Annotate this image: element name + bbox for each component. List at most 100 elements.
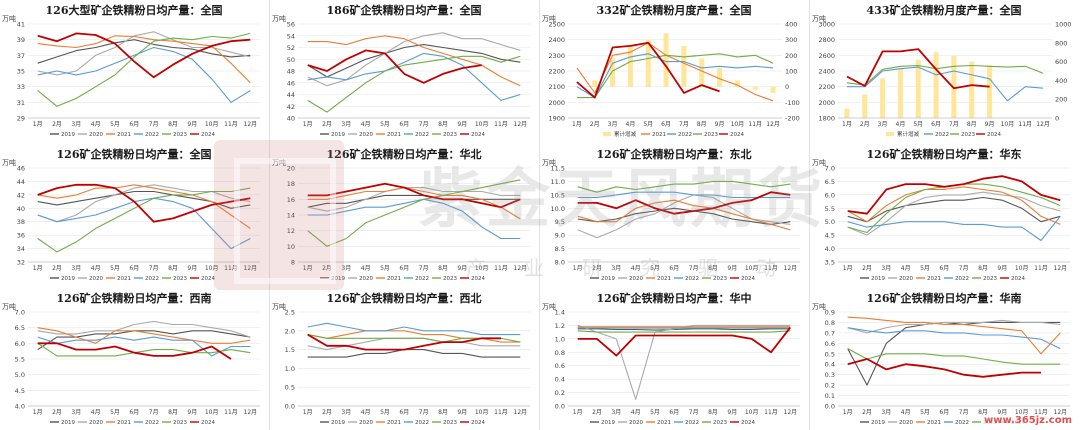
x-tick-label: 7月 <box>419 265 429 272</box>
legend-label: 2020 <box>359 420 373 426</box>
chart-title: 126矿企铁精粉日均产量：华南 <box>866 292 1022 305</box>
y2-tick-label: 100 <box>785 68 797 76</box>
y-tick-label: 0.5 <box>285 384 295 392</box>
x-tick-label: 10月 <box>475 265 489 272</box>
bar <box>592 80 598 87</box>
legend-label: 2022 <box>415 132 429 138</box>
y-tick-label: 38 <box>17 218 25 226</box>
x-tick-label: 4月 <box>626 121 636 128</box>
series-line-2020 <box>847 191 1061 236</box>
legend-label: 2022 <box>145 276 159 282</box>
chart-title: 186矿企铁精粉日均产量：全国 <box>326 4 482 17</box>
legend-label: 2019 <box>61 276 75 282</box>
bar <box>734 80 740 87</box>
x-tick-label: 2月 <box>322 409 332 416</box>
bar <box>681 45 687 87</box>
x-tick-label: 11月 <box>494 121 508 128</box>
legend-label: 2024 <box>201 132 215 138</box>
y-tick-label: 0.0 <box>555 403 565 411</box>
y2-tick-label: 0 <box>1055 115 1059 123</box>
x-tick-label: 12月 <box>1054 265 1068 272</box>
series-line-2023 <box>576 53 774 99</box>
x-tick-label: 4月 <box>631 265 641 272</box>
y-tick-label: 2500 <box>548 21 565 29</box>
legend-label: 2022 <box>415 276 429 282</box>
y-tick-label: 1.4 <box>555 309 565 317</box>
y-tick-label: 0.9 <box>825 309 835 317</box>
y-tick-label: 4.0 <box>15 403 25 411</box>
y-axis-unit: 万吨 <box>542 15 556 23</box>
x-tick-label: 5月 <box>380 265 390 272</box>
x-tick-label: 9月 <box>727 265 737 272</box>
x-tick-label: 5月 <box>920 265 930 272</box>
y-tick-label: 4.5 <box>825 232 835 240</box>
bar <box>610 58 616 87</box>
y2-tick-label: 400 <box>1055 77 1067 85</box>
series-line-2024 <box>307 182 521 209</box>
x-tick-label: 10月 <box>205 121 219 128</box>
x-tick-label: 11月 <box>224 265 238 272</box>
y-tick-label: 0.0 <box>825 403 835 411</box>
series-line-2020 <box>307 32 521 87</box>
series-line-2019 <box>307 349 521 358</box>
y-tick-label: 7.0 <box>825 165 835 173</box>
y-axis-unit: 万吨 <box>812 159 826 167</box>
legend-label: 2021 <box>117 420 131 426</box>
panel-divider <box>269 0 270 430</box>
x-tick-label: 1月 <box>843 409 853 416</box>
x-tick-label: 12月 <box>1036 121 1050 128</box>
legend-label: 2021 <box>117 132 131 138</box>
x-tick-label: 12月 <box>514 121 528 128</box>
series-line-2020 <box>577 324 791 400</box>
legend-label: 2023 <box>443 276 457 282</box>
chart-title: 126矿企铁精粉日均产量：东北 <box>596 148 752 161</box>
x-tick-label: 2月 <box>52 121 62 128</box>
series-line-2020 <box>307 187 521 212</box>
bar <box>717 67 723 87</box>
legend-label: 2021 <box>657 276 671 282</box>
chart-panel: 40 42 44 46 48 50 52 54 56 1月 2月 3月 4月 5月 6月 7月 8月 9月 10月 1… <box>270 0 538 142</box>
series-line-2019 <box>307 194 521 208</box>
y-tick-label: 18 <box>287 180 295 188</box>
x-tick-label: 7月 <box>419 409 429 416</box>
bar <box>969 61 975 118</box>
y-tick-label: 5.0 <box>825 218 835 226</box>
y-axis-unit: 万吨 <box>272 303 286 311</box>
series-line-2023 <box>37 32 251 107</box>
series-line-2019 <box>37 190 251 209</box>
legend-label: 2022 <box>955 420 969 426</box>
x-tick-label: 1月 <box>573 265 583 272</box>
chart-title: 332矿企铁精粉月度产量：全国 <box>596 4 752 17</box>
chart-svg: 40 42 44 46 48 50 52 54 56 1月 2月 3月 4月 5月 6月 7月 8月 9月 10月 1… <box>287 21 530 138</box>
chart-svg: 0.0 0.1 0.2 0.3 0.4 0.5 0.6 0.7 0.8 0.9 1月 2月 3月 4月 5月… <box>825 309 1070 426</box>
legend-label: 2023 <box>173 276 187 282</box>
legend-label: 2024 <box>201 276 215 282</box>
x-tick-label: 6月 <box>129 121 139 128</box>
y-tick-label: 54 <box>287 32 295 40</box>
chart-title: 126矿企铁精粉日均产量：华北 <box>326 148 482 161</box>
legend-label: 2024 <box>741 276 755 282</box>
x-tick-label: 5月 <box>110 265 120 272</box>
x-tick-label: 6月 <box>939 409 949 416</box>
legend-label: 2024 <box>1011 276 1025 282</box>
x-tick-label: 1月 <box>842 121 852 128</box>
x-tick-label: 1月 <box>573 409 583 416</box>
series-line-2019 <box>577 207 791 225</box>
y-tick-label: 0.0 <box>285 403 295 411</box>
y-tick-label: 0.1 <box>825 392 835 400</box>
x-tick-label: 12月 <box>766 121 780 128</box>
x-tick-label: 8月 <box>708 409 718 416</box>
legend-label: 2022 <box>678 132 692 138</box>
x-tick-label: 3月 <box>71 121 81 128</box>
y-tick-label: 0.5 <box>825 350 835 358</box>
y-tick-label: 50 <box>287 56 295 64</box>
y-tick-label: 8.5 <box>555 245 565 253</box>
legend-label: 2023 <box>443 420 457 426</box>
x-tick-label: 11月 <box>1034 265 1048 272</box>
y-tick-label: 1800 <box>818 115 835 123</box>
y-tick-label: 0.4 <box>555 376 565 384</box>
x-tick-label: 7月 <box>149 409 159 416</box>
series-line-2020 <box>37 320 251 338</box>
legend-label: 2019 <box>601 420 615 426</box>
legend-label: 2021 <box>927 276 941 282</box>
